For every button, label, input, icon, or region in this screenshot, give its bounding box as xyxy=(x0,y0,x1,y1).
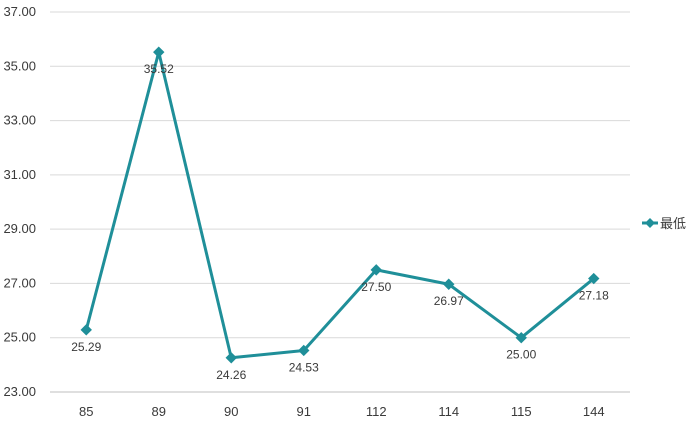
data-label: 27.18 xyxy=(579,289,609,303)
data-label: 26.97 xyxy=(434,294,464,308)
x-tick-label: 144 xyxy=(583,404,605,419)
data-point-marker[interactable] xyxy=(515,332,527,344)
gridlines xyxy=(50,11,630,393)
x-tick-label: 112 xyxy=(366,404,387,419)
x-tick-label: 91 xyxy=(297,404,311,419)
data-point-marker[interactable] xyxy=(153,46,165,58)
y-tick-label: 27.00 xyxy=(3,275,36,290)
x-tick-label: 115 xyxy=(511,404,532,419)
y-axis-ticks: 23.00 25.00 27.00 29.00 31.00 33.00 35.00 37.00 xyxy=(3,4,36,399)
x-axis-ticks: 85 89 90 91 112 114 115 144 xyxy=(79,404,605,419)
y-tick-label: 23.00 xyxy=(3,384,36,399)
data-label: 35.52 xyxy=(144,62,174,76)
data-label: 27.50 xyxy=(361,280,391,294)
x-tick-label: 90 xyxy=(224,404,238,419)
legend-label: 最低 xyxy=(660,217,686,232)
y-tick-label: 31.00 xyxy=(3,167,36,182)
y-tick-label: 35.00 xyxy=(3,58,36,73)
data-label: 24.53 xyxy=(289,360,319,374)
series-line-最低 xyxy=(84,50,596,360)
legend[interactable]: 最低 xyxy=(642,217,686,232)
y-tick-label: 37.00 xyxy=(3,4,36,19)
x-tick-label: 114 xyxy=(438,404,459,419)
data-label: 25.29 xyxy=(71,340,101,354)
y-tick-label: 25.00 xyxy=(3,330,36,345)
data-point-marker[interactable] xyxy=(370,264,382,276)
data-point-marker[interactable] xyxy=(443,278,455,290)
y-tick-label: 33.00 xyxy=(3,113,36,128)
data-point-marker[interactable] xyxy=(80,324,92,336)
series-line xyxy=(80,46,600,364)
data-point-marker[interactable] xyxy=(588,272,600,285)
y-tick-label: 29.00 xyxy=(3,221,36,236)
data-point-marker[interactable] xyxy=(298,344,310,357)
x-tick-label: 89 xyxy=(152,404,166,419)
x-tick-label: 85 xyxy=(79,404,93,419)
data-labels: 25.29 35.52 24.26 24.53 27.50 26.97 25.00 27.18 xyxy=(71,62,609,382)
data-label: 24.26 xyxy=(216,368,246,382)
data-point-marker[interactable] xyxy=(225,352,237,364)
data-label: 25.00 xyxy=(506,348,536,362)
legend-marker-icon xyxy=(645,218,655,228)
